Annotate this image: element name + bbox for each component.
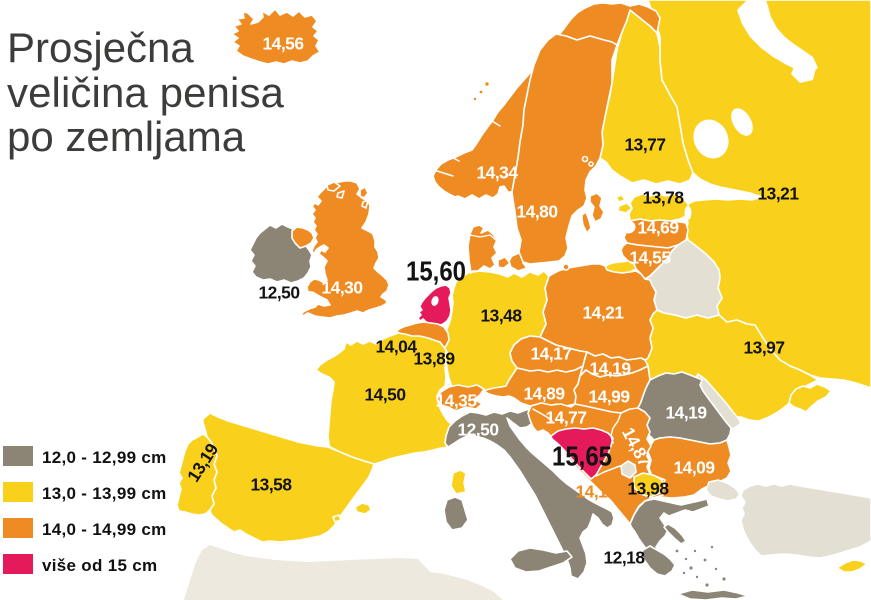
svg-text:14,34: 14,34 [477,163,519,183]
svg-text:14,17: 14,17 [531,344,572,364]
svg-text:14,80: 14,80 [517,202,559,222]
svg-text:13,89: 13,89 [414,349,456,369]
svg-text:14,30: 14,30 [322,278,364,298]
svg-text:13,58: 13,58 [251,475,293,495]
svg-text:14,19: 14,19 [576,482,618,502]
svg-text:13,21: 13,21 [758,184,800,204]
svg-text:13,97: 13,97 [744,338,785,358]
svg-text:12,18: 12,18 [604,548,646,568]
svg-text:14,50: 14,50 [365,385,407,405]
svg-text:13,77: 13,77 [625,135,666,155]
svg-text:14,99: 14,99 [589,387,631,407]
svg-text:14,69: 14,69 [638,218,680,238]
svg-text:12,50: 12,50 [259,283,301,303]
svg-text:14,77: 14,77 [546,408,587,428]
svg-text:14,04: 14,04 [376,337,418,357]
svg-text:14,89: 14,89 [524,384,566,404]
svg-text:14,55: 14,55 [630,248,672,268]
svg-text:14,19: 14,19 [590,359,632,379]
svg-text:14,21: 14,21 [583,303,625,323]
svg-text:14,09: 14,09 [674,458,716,478]
svg-text:14,19: 14,19 [666,403,708,423]
svg-text:15,65: 15,65 [552,441,612,472]
svg-text:12,50: 12,50 [458,420,500,440]
svg-text:15,60: 15,60 [406,256,466,287]
svg-text:13,48: 13,48 [481,306,523,326]
svg-text:13,78: 13,78 [643,188,685,208]
svg-text:14,56: 14,56 [263,34,305,54]
svg-text:13,98: 13,98 [628,479,670,499]
svg-text:14,35: 14,35 [436,391,478,411]
